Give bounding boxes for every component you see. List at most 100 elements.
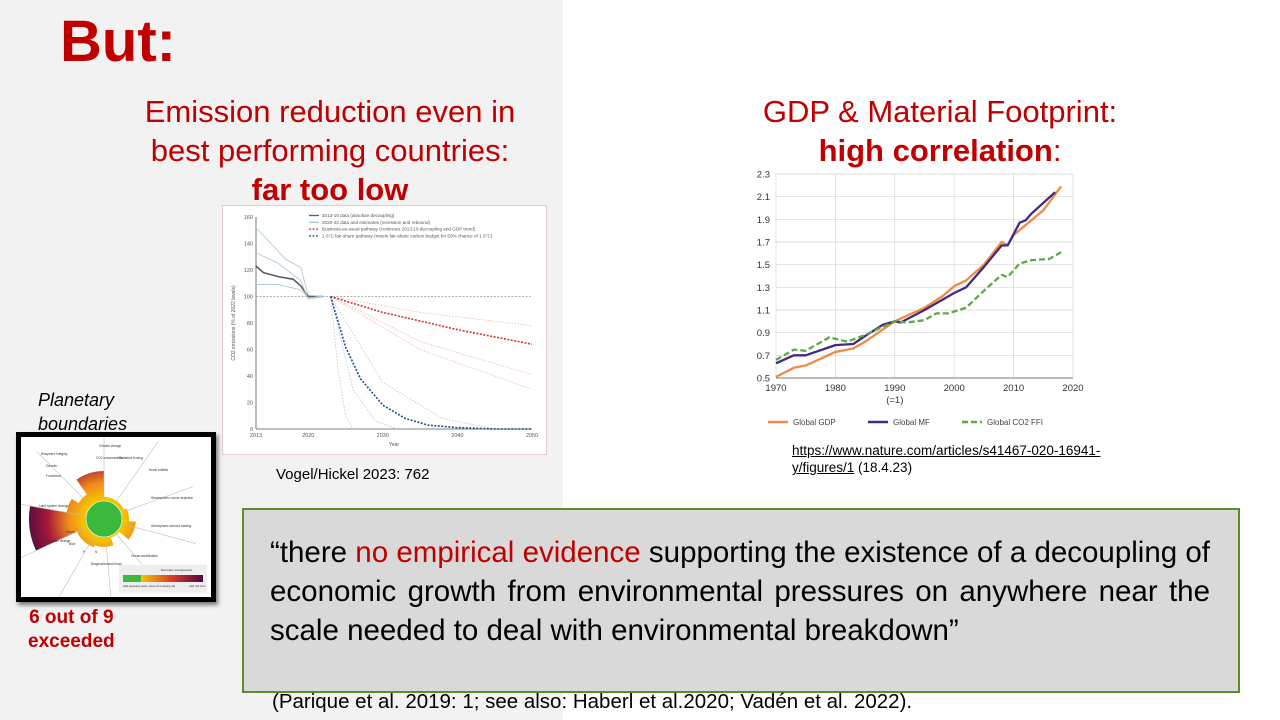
x-tick-label: 2020 [302,433,314,439]
y-tick-label: 0.7 [757,351,770,362]
boundary-label: Novel entities [149,468,169,472]
x-tick-label: 1980 [825,383,846,394]
series-line [255,265,324,298]
right-heading-suffix: : [1052,133,1062,168]
boundary-label: Ocean acidification [131,554,158,558]
quote-open: “there [270,536,356,569]
emissions-chart-caption: Vogel/Hickel 2023: 762 [276,466,430,483]
x-tick-label: 2013 [250,433,262,439]
boundary-label: Blue [69,542,76,546]
x-tick-label: 2010 [1003,383,1024,394]
quote-text: “there no empirical evidence supporting … [270,533,1210,650]
series-line [330,296,354,430]
right-heading-line1: GDP & Material Footprint: [762,94,1118,129]
series-line [255,227,324,297]
y-tick-label: 60 [247,348,253,354]
legend-label: 1·5°C fair-share pathway (meets fair-sha… [322,233,493,238]
boundary-label: Climate change [99,444,121,448]
source-link: https://www.nature.com/articles/s41467-0… [792,442,1100,476]
legend-safe-label: Safe operating space [123,584,148,588]
boundaries-exceeded-note: 6 out of 9 exceeded [28,606,115,654]
quote-box [242,508,1240,693]
series-line [775,251,1062,361]
legend-label: Global CO2 FFI [987,418,1043,427]
legend-risk-label: Zone of increasing risk [149,584,176,588]
legend-high-label: High risk zone [189,584,206,588]
y-tick-label: 1.3 [757,283,770,294]
source-url-line2[interactable]: y/figures/1 [792,460,855,475]
x-axis-label: Year [389,442,399,448]
boundary-label: Atmospheric aerosol loading [151,524,191,528]
y-tick-label: 40 [247,374,253,380]
y-tick-label: 1.9 [757,215,770,226]
left-heading-emphasis: far too low [251,172,409,207]
legend-label: Business-as-usual pathway (continues 201… [322,227,476,232]
x-tick-label: 1990 [884,383,905,394]
boundary-label: Freshwater change [43,539,71,543]
series-line [330,296,495,430]
legend-title: Boundary transgressed [161,568,192,572]
emissions-chart-frame: 0 20 40 60 80 100 120 140 160 2013 2020 2030 2040 205… [222,205,547,455]
quote-rest: supporting the existence of a decoupling… [270,536,1210,647]
y-tick-label: 1.7 [757,238,770,249]
boundary-label: Stratospheric ozone depletion [151,496,193,500]
series-line [330,296,533,376]
y-tick-label: 140 [244,242,253,248]
y-tick-label: 80 [247,321,253,327]
legend-label: 2020-22 data and estimates (recession an… [322,220,430,225]
x-tick-label: 2050 [526,433,538,439]
source-date: (18.4.23) [854,460,913,475]
safe-operating-space [85,500,123,538]
series-line [330,295,533,345]
legend-label: Global GDP [793,418,836,427]
y-tick-label: 100 [244,295,253,301]
legend-label: 2013-19 data (absolute decoupling) [322,213,395,218]
legend-risk-gradient [141,575,203,582]
series-line [329,296,532,430]
x-tick-label: 2030 [377,433,389,439]
boundary-label: Biosphere integrity [41,452,68,456]
planetary-boundaries-title: Planetary boundaries [38,388,127,436]
x-tick-label: 1970 [765,383,786,394]
y-tick-label: 0.9 [757,328,770,339]
planetary-boundaries-image: Biosphere integrity Genetic Functional Clim… [10,424,216,614]
boundary-label: Radiative forcing [119,456,143,460]
boundary-label: Green [66,530,75,534]
source-url-line1[interactable]: https://www.nature.com/articles/s41467-0… [792,443,1101,458]
y-tick-label: 1.1 [757,306,770,317]
count-line2: exceeded [28,631,115,652]
y-tick-label: 120 [244,268,253,274]
citation: (Parique et al. 2019: 1; see also: Haber… [272,690,913,713]
y-tick-label: 20 [247,401,253,407]
legend-safe [123,575,141,582]
y-tick-label: 160 [244,215,253,221]
y-axis-label: CO2 emissions (% of 2022 levels) [231,285,237,361]
x-tick-sublabel: (=1) [886,395,903,406]
slide-title: But: [60,9,176,74]
left-heading-line2: best performing countries: [150,133,510,168]
y-tick-label: 1.5 [757,260,770,271]
y-tick-label: 0 [250,427,253,433]
left-heading-line1: Emission reduction even in [144,94,516,129]
y-tick-label: 0.5 [757,374,770,385]
left-heading: Emission reduction even in best performi… [120,92,540,209]
pb-title-line2: boundaries [38,414,128,434]
right-heading: GDP & Material Footprint: high correlati… [730,92,1150,170]
pb-title-line1: Planetary [38,390,115,410]
series-line [330,296,533,390]
series-line [775,185,1063,378]
x-tick-label: 2040 [451,433,463,439]
legend-label: Global MF [893,418,930,427]
count-line1: 6 out of 9 [29,607,114,628]
boundary-label: Functional [46,474,61,478]
gdp-mf-chart: 0.5 0.7 0.9 1.1 1.3 1.5 1.7 1.9 2.1 2.3 1970 1980 19… [757,170,1084,428]
series-line [255,252,324,300]
boundary-label: Genetic [46,464,57,468]
boundary-label: Land system change [39,504,69,508]
boundary-label: N [95,550,98,554]
series-line [330,296,398,430]
series-line [775,191,1056,365]
boundary-wedge [28,505,105,551]
boundary-label: Biogeochemical flows [91,562,122,566]
